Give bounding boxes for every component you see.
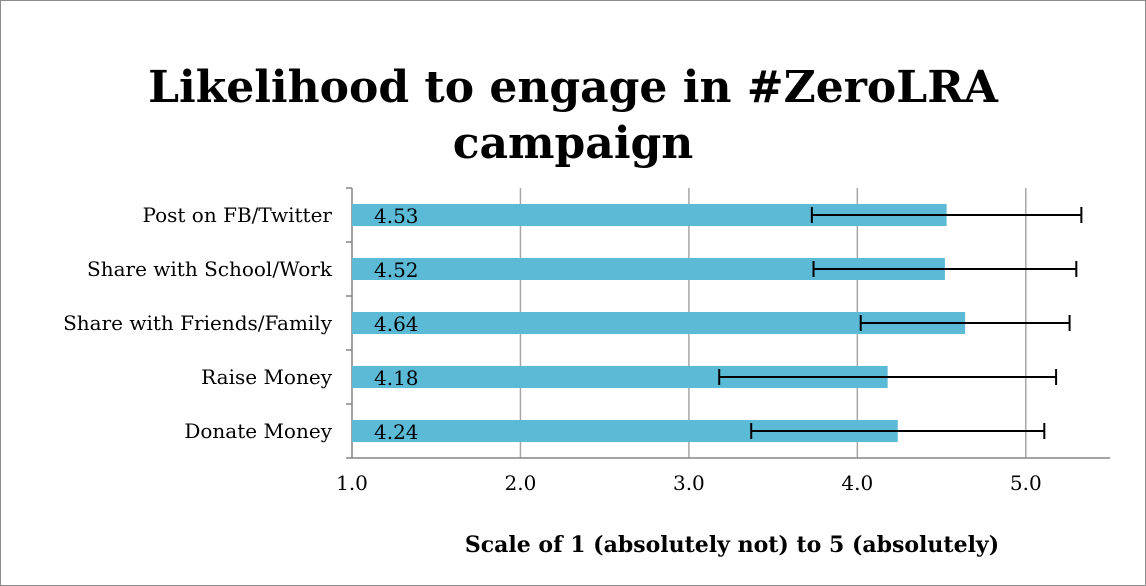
data-label-1: 4.52 bbox=[374, 258, 419, 282]
bar-1 bbox=[352, 258, 945, 280]
chart-title-line-1: Likelihood to engage in #ZeroLRA bbox=[148, 62, 998, 113]
category-label-4: Donate Money bbox=[184, 419, 332, 443]
category-label-0: Post on FB/Twitter bbox=[142, 203, 332, 227]
x-tick-label-2: 3.0 bbox=[673, 471, 705, 495]
bar-2 bbox=[352, 312, 966, 334]
data-label-0: 4.53 bbox=[374, 204, 419, 228]
x-tick-label-4: 5.0 bbox=[1010, 471, 1042, 495]
x-tick-label-1: 2.0 bbox=[505, 471, 537, 495]
bar-4 bbox=[352, 420, 898, 442]
x-axis-title: Scale of 1 (absolutely not) to 5 (absolu… bbox=[464, 532, 1000, 558]
chart-title-line-2: campaign bbox=[452, 118, 694, 169]
data-label-2: 4.64 bbox=[374, 312, 419, 336]
x-tick-label-3: 4.0 bbox=[841, 471, 873, 495]
bar-3 bbox=[352, 366, 888, 388]
category-label-1: Share with School/Work bbox=[87, 257, 333, 281]
x-tick-label-0: 1.0 bbox=[336, 471, 368, 495]
data-label-3: 4.18 bbox=[374, 366, 419, 390]
chart-title: Likelihood to engage in #ZeroLRA campaig… bbox=[0, 60, 1146, 172]
category-label-2: Share with Friends/Family bbox=[63, 311, 333, 335]
category-label-3: Raise Money bbox=[201, 365, 333, 389]
bar-0 bbox=[352, 204, 947, 226]
data-label-4: 4.24 bbox=[374, 420, 419, 444]
